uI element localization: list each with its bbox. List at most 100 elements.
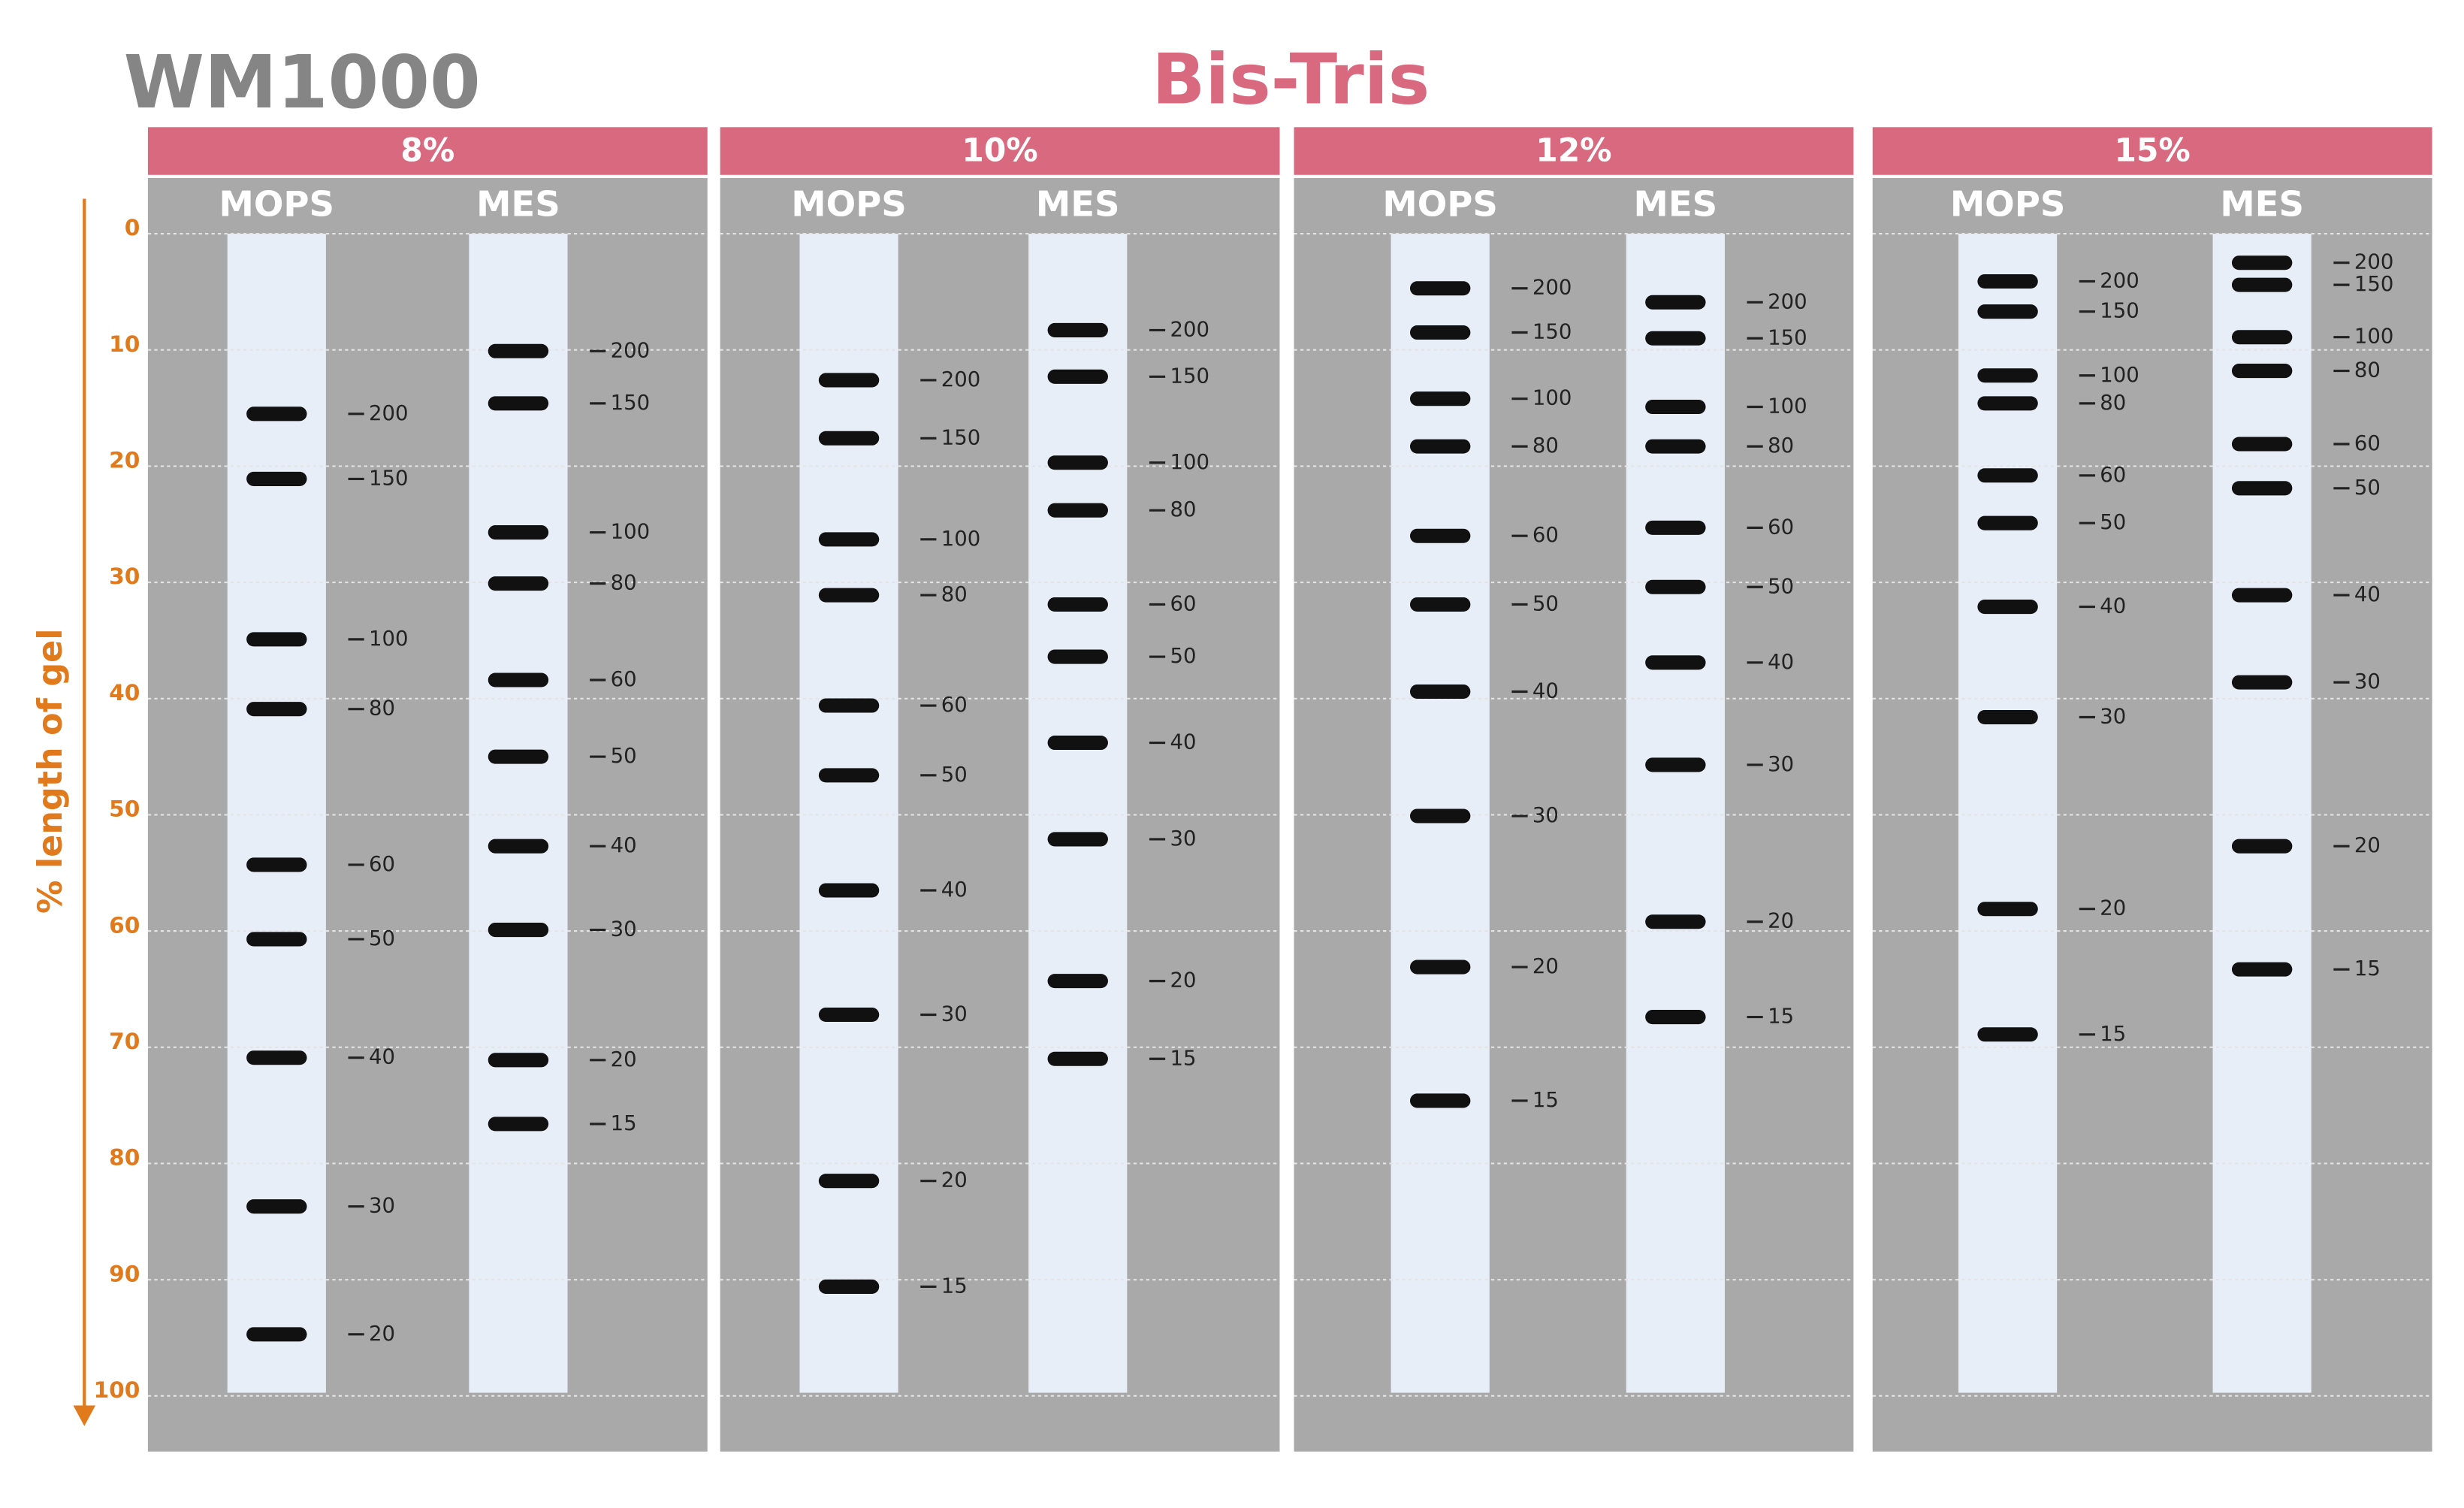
band [1645,520,1706,535]
band-size: 100 [611,520,651,544]
band-size: 40 [1768,650,1794,674]
band-size: 80 [369,697,395,721]
lane [469,234,568,1393]
band [246,1327,307,1342]
band-size: 15 [1532,1088,1559,1112]
band-size: 50 [369,926,395,950]
band [488,839,549,854]
band [818,373,880,388]
band-size: 60 [1768,515,1794,539]
y-tick-label: 70 [109,1029,140,1054]
band-size: 50 [1768,574,1794,598]
band-size: 200 [2100,268,2139,292]
band-size: 50 [2354,476,2381,500]
y-tick-label: 10 [109,331,140,357]
band [818,588,880,603]
band-size: 150 [1532,320,1572,344]
band [246,632,307,647]
header-bar [147,127,708,175]
lane-name: MES [2220,184,2304,225]
y-tick-label: 80 [109,1145,140,1171]
band [1977,1027,2038,1042]
band-size: 20 [941,1168,968,1192]
band-size: 100 [1170,450,1209,474]
band-size: 40 [2354,582,2381,606]
lane-name: MES [1036,184,1120,225]
y-tick-label: 60 [109,912,140,938]
band-size: 30 [1170,827,1196,851]
band-size: 15 [2354,956,2381,981]
band [1409,281,1471,296]
band [1977,902,2038,917]
band-size: 20 [611,1047,637,1071]
band [488,343,549,358]
band-size: 40 [1532,678,1559,703]
band-size: 15 [611,1111,637,1135]
y-tick-label: 20 [109,448,140,473]
band-size: 80 [2354,358,2381,382]
band-size: 150 [1768,325,1807,349]
band [818,1007,880,1023]
band-size: 15 [941,1274,968,1298]
band [246,932,307,947]
band [488,923,549,938]
band [488,576,549,591]
band-size: 30 [1768,752,1794,776]
band [2231,839,2293,854]
band-size: 200 [2354,250,2394,274]
band-size: 15 [1170,1046,1196,1070]
band [1645,399,1706,415]
band-size: 150 [2100,299,2139,323]
band-size: 60 [1170,591,1196,615]
y-axis-label: % length of gel [32,628,70,914]
band-size: 40 [2100,594,2126,618]
band-size: 60 [941,693,968,717]
band [818,1174,880,1189]
band-size: 15 [1768,1005,1794,1029]
band [1977,468,2038,483]
lane-name: MOPS [1382,184,1498,225]
header-bar [720,127,1280,175]
band-size: 50 [2100,510,2126,534]
band [488,396,549,411]
gel-name: 12% [1535,132,1611,169]
band-size: 100 [369,627,408,651]
band [1645,295,1706,310]
band-size: 30 [2354,669,2381,694]
band [246,471,307,486]
band-size: 60 [2354,431,2381,455]
band [1409,325,1471,340]
y-tick-label: 100 [94,1377,140,1403]
brand: WM1000 [124,40,481,125]
band [488,525,549,540]
band [1047,649,1108,664]
band-size: 100 [2354,325,2394,349]
band [1047,503,1108,518]
band [1409,684,1471,699]
band [1409,391,1471,406]
band [488,1053,549,1068]
lane-name: MES [476,184,560,225]
gel-name: 10% [962,132,1037,169]
band [488,1117,549,1132]
y-tick-label: 30 [109,564,140,589]
band-size: 50 [1532,591,1559,615]
band [1409,597,1471,612]
lane [1028,234,1128,1393]
band-size: 150 [369,466,408,490]
chart-title: Bis-Tris [1152,39,1430,120]
band [1977,396,2038,411]
band [2231,437,2293,452]
band-size: 150 [941,425,981,449]
header-bar [1294,127,1854,175]
band-size: 80 [1170,497,1196,521]
band-size: 50 [611,744,637,768]
band [2231,364,2293,379]
band [1645,331,1706,346]
gel-name: 8% [400,132,454,169]
band-size: 20 [2100,896,2126,920]
band [1047,597,1108,612]
band [1977,515,2038,530]
y-tick-label: 90 [109,1261,140,1286]
